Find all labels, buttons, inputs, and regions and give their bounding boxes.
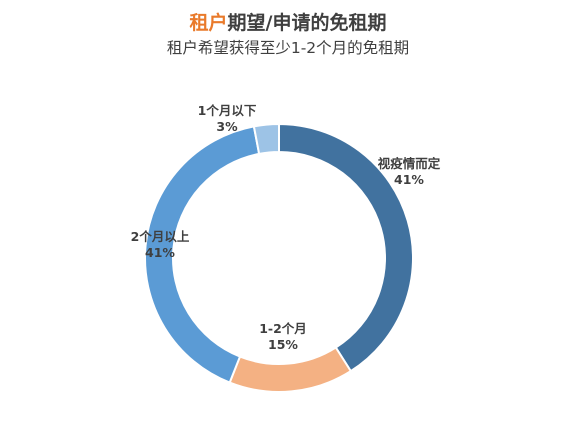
slice-value-label: 15%	[268, 337, 298, 352]
slice-value-label: 41%	[394, 172, 424, 187]
slice-label: 1-2个月 15%	[259, 321, 307, 352]
chart-title-highlight: 租户	[189, 12, 228, 34]
donut-slice	[252, 122, 280, 156]
slice-category-label: 1-2个月	[259, 321, 307, 336]
donut-labels: 视疫情而定 41%1-2个月 15%2个月以上 41%1个月以下 3%	[131, 103, 441, 352]
chart-subtitle: 租户希望获得至少1-2个月的免租期	[166, 39, 410, 57]
slice-category-label: 1个月以下	[198, 103, 257, 118]
donut-slices	[144, 122, 414, 393]
slice-label: 视疫情而定 41%	[378, 156, 441, 187]
slice-category-label: 2个月以上	[131, 229, 190, 244]
slice-value-label: 41%	[145, 245, 175, 260]
chart-title-rest: 期望/申请的免租期	[227, 12, 387, 34]
donut-slice	[228, 346, 353, 393]
slice-label: 2个月以上 41%	[131, 229, 190, 260]
slice-category-label: 视疫情而定	[378, 156, 441, 171]
slice-value-label: 3%	[216, 119, 238, 134]
slice-label: 1个月以下 3%	[198, 103, 257, 134]
chart-title: 租户期望/申请的免租期	[0, 8, 576, 35]
